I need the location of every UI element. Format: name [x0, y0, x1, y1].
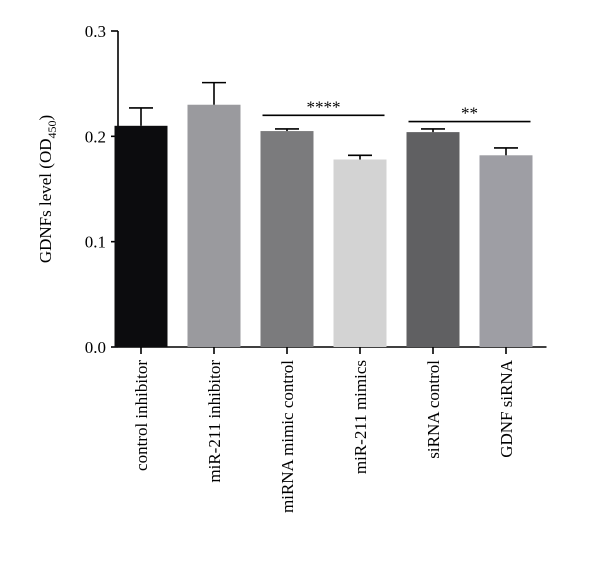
y-tick-label: 0.2 [85, 127, 106, 146]
x-category-label: siRNA control [424, 360, 443, 459]
y-tick-label: 0.1 [85, 233, 106, 252]
y-axis-title-main: GDNFs level (OD [36, 139, 55, 264]
bar [333, 159, 387, 347]
x-category-label: GDNF siRNA [497, 359, 516, 457]
bar [260, 131, 314, 347]
x-category-label: miRNA mimic control [278, 360, 297, 513]
x-category-label: control inhibitor [132, 360, 151, 471]
bar [187, 104, 241, 347]
bar [479, 155, 533, 347]
x-tick-labels: control inhibitor miR-211 inhibitor miRNA … [132, 359, 516, 513]
bar [406, 132, 460, 347]
y-axis-title-tail: ) [36, 115, 55, 121]
y-tick-label: 0.3 [85, 22, 106, 41]
y-tick-label: 0.0 [85, 338, 106, 357]
y-axis-title: GDNFs level (OD450) [36, 115, 59, 263]
y-tick-labels: 0.0 0.1 0.2 0.3 [85, 22, 106, 357]
error-bars [129, 81, 518, 160]
bars [114, 104, 533, 347]
x-category-label: miR-211 inhibitor [205, 360, 224, 483]
bar [114, 125, 168, 347]
x-category-label: miR-211 mimics [351, 360, 370, 474]
significance-markers: **** ** [262, 97, 531, 123]
significance-label: **** [307, 97, 341, 116]
significance-label: ** [461, 104, 478, 123]
y-axis-title-subscript: 450 [45, 121, 59, 139]
